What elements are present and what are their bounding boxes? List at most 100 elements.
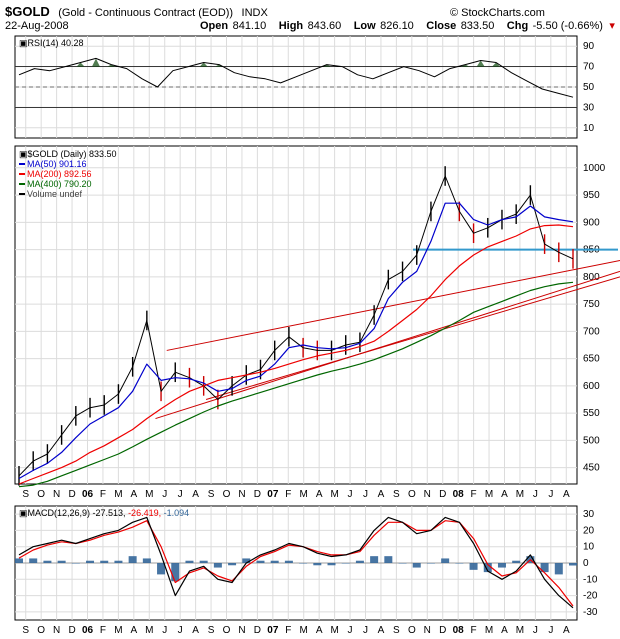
- legend-ma400: MA(400) 790.20: [27, 179, 92, 189]
- x-tick-label: A: [378, 489, 385, 500]
- y-tick-label: -20: [583, 591, 598, 602]
- x-tick-label: M: [145, 489, 153, 500]
- y-tick-label: 30: [583, 102, 595, 113]
- x-tick-label: M: [114, 489, 122, 500]
- macd-histogram-bar: [426, 563, 435, 564]
- x-tick-label: M: [516, 625, 524, 636]
- legend-price: ▣$GOLD (Daily) 833.50: [19, 149, 117, 159]
- x-tick-label: S: [22, 489, 29, 500]
- x-tick-label: N: [424, 625, 431, 636]
- trendline: [166, 259, 620, 351]
- macd-histogram-bar: [142, 558, 151, 563]
- macd-hist-value: -1.094: [164, 508, 190, 518]
- macd-histogram-bar: [569, 563, 577, 566]
- x-tick-label: J: [178, 489, 183, 500]
- x-tick-label: J: [363, 625, 368, 636]
- x-tick-label: J: [162, 625, 167, 636]
- x-tick-label: A: [316, 489, 323, 500]
- x-tick-label: 06: [82, 625, 94, 636]
- macd-label: ▣MACD(12,26,9) -27.513, -26.419, -1.094: [19, 508, 189, 518]
- x-tick-label: D: [254, 489, 261, 500]
- x-tick-label: A: [130, 489, 137, 500]
- y-tick-label: 550: [583, 408, 600, 419]
- trendline: [205, 276, 620, 400]
- x-tick-label: N: [238, 489, 245, 500]
- macd-histogram-bar: [540, 563, 549, 573]
- y-tick-label: 450: [583, 463, 600, 474]
- y-tick-label: 50: [583, 82, 595, 93]
- x-tick-label: A: [316, 625, 323, 636]
- macd-histogram-bar: [370, 556, 379, 563]
- x-tick-label: S: [208, 489, 215, 500]
- x-tick-label: O: [223, 625, 231, 636]
- x-tick-label: M: [114, 625, 122, 636]
- macd-value: -27.513,: [93, 508, 129, 518]
- macd-histogram-bar: [86, 560, 95, 563]
- x-tick-label: J: [162, 489, 167, 500]
- y-tick-label: 20: [583, 525, 595, 536]
- macd-histogram-bar: [483, 563, 492, 573]
- x-tick-label: 08: [453, 489, 465, 500]
- x-tick-label: 07: [267, 625, 279, 636]
- y-tick-label: 10: [583, 542, 595, 553]
- y-tick-label: 70: [583, 62, 595, 73]
- brand-watermark[interactable]: © StockCharts.com: [450, 7, 545, 19]
- macd-histogram-bar: [43, 560, 52, 563]
- y-tick-label: -30: [583, 607, 598, 618]
- macd-histogram-bar: [256, 560, 265, 563]
- macd-histogram-bar: [284, 560, 293, 563]
- macd-histogram-bar: [412, 563, 421, 568]
- x-tick-label: 07: [267, 489, 279, 500]
- macd-histogram-bar: [15, 558, 23, 563]
- y-tick-label: 800: [583, 272, 600, 283]
- header-date: 22-Aug-2008: [5, 20, 69, 32]
- x-tick-label: M: [145, 625, 153, 636]
- x-tick-label: N: [424, 489, 431, 500]
- rsi-overbought-fill: [461, 64, 470, 67]
- x-tick-label: A: [501, 489, 508, 500]
- x-tick-label: D: [68, 489, 75, 500]
- macd-histogram-bar: [341, 563, 350, 564]
- x-tick-label: O: [223, 489, 231, 500]
- chart-title: $GOLD (Gold - Continuous Contract (EOD))…: [5, 3, 268, 20]
- ma-line-200: [18, 224, 574, 485]
- macd-histogram-bar: [71, 563, 80, 564]
- x-tick-label: F: [471, 625, 477, 636]
- macd-histogram-bar: [497, 563, 506, 568]
- macd-histogram-bar: [29, 558, 38, 563]
- ma-line-50: [18, 202, 574, 480]
- x-tick-label: F: [100, 625, 106, 636]
- macd-histogram-bar: [384, 556, 393, 563]
- x-tick-label: O: [37, 489, 45, 500]
- y-tick-label: 10: [583, 123, 595, 134]
- x-tick-label: F: [285, 489, 291, 500]
- rsi-overbought-fill: [91, 58, 100, 67]
- x-tick-label: 08: [453, 625, 465, 636]
- price-line: [18, 175, 574, 477]
- x-tick-label: S: [22, 625, 29, 636]
- x-tick-label: D: [68, 625, 75, 636]
- macd-histogram-bar: [327, 563, 336, 566]
- legend-ma50: MA(50) 901.16: [27, 159, 87, 169]
- rsi-overbought-fill: [492, 62, 501, 67]
- y-tick-label: 750: [583, 299, 600, 310]
- x-tick-label: J: [548, 489, 553, 500]
- x-tick-label: M: [485, 625, 493, 636]
- x-tick-label: S: [393, 625, 400, 636]
- x-tick-label: M: [300, 489, 308, 500]
- macd-histogram-bar: [171, 563, 180, 582]
- x-tick-label: M: [300, 625, 308, 636]
- macd-histogram-bar: [157, 563, 166, 575]
- x-tick-label: M: [485, 489, 493, 500]
- macd-signal-value: -26.419,: [128, 508, 164, 518]
- macd-histogram-bar: [313, 563, 322, 566]
- rsi-line: [18, 57, 574, 98]
- x-tick-label: D: [439, 625, 446, 636]
- macd-histogram-bar: [398, 563, 407, 564]
- x-tick-label: J: [533, 625, 538, 636]
- rsi-overbought-fill: [199, 62, 208, 67]
- macd-histogram-bar: [213, 563, 222, 568]
- x-tick-label: M: [330, 625, 338, 636]
- macd-histogram-bar: [441, 558, 450, 563]
- x-tick-label: A: [501, 625, 508, 636]
